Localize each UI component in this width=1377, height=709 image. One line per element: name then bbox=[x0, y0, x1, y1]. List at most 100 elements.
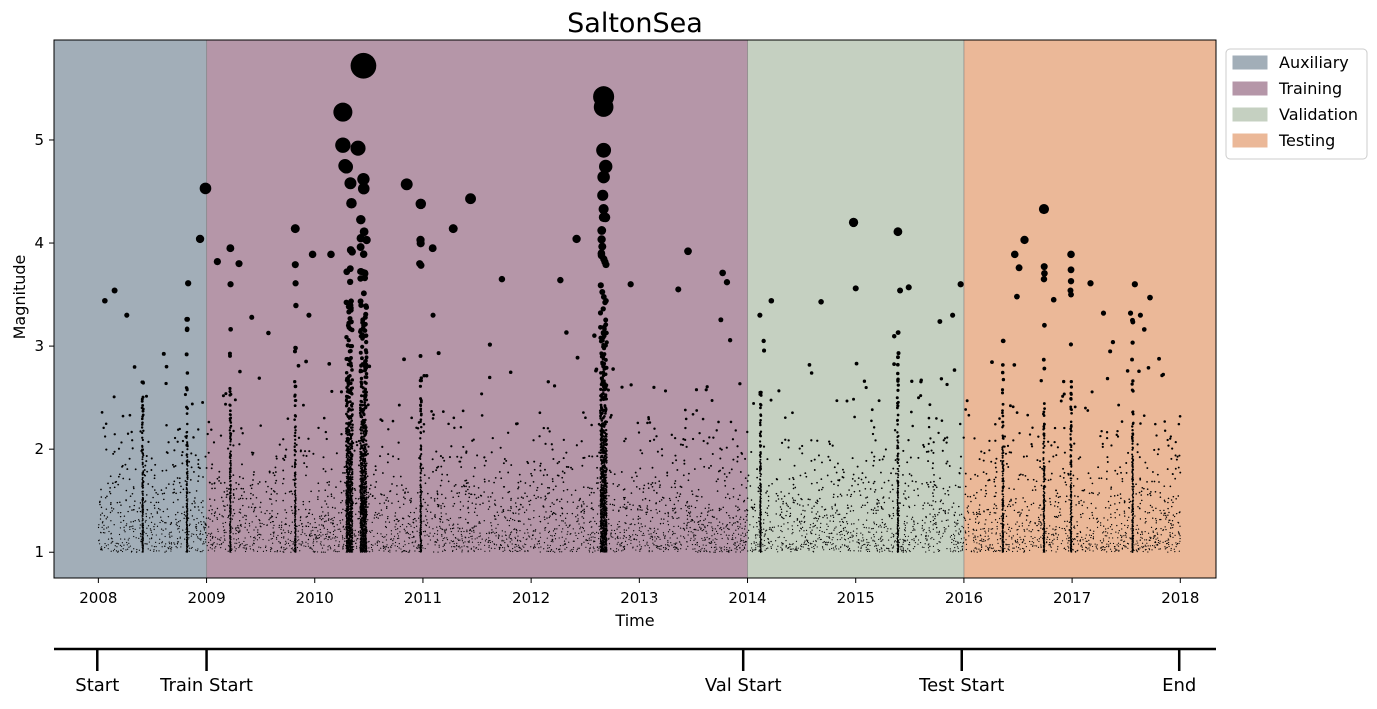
event-point bbox=[308, 539, 309, 540]
event-point bbox=[930, 538, 931, 539]
event-point bbox=[912, 517, 913, 518]
event-point bbox=[439, 526, 440, 527]
event-point bbox=[680, 528, 681, 529]
event-point bbox=[234, 398, 237, 401]
event-point bbox=[245, 544, 246, 545]
event-point bbox=[270, 522, 271, 523]
event-point bbox=[762, 544, 763, 545]
event-point bbox=[802, 505, 803, 506]
event-point bbox=[555, 533, 556, 534]
event-point bbox=[480, 392, 483, 395]
event-point bbox=[430, 410, 433, 413]
event-point bbox=[1136, 529, 1137, 530]
event-point bbox=[633, 530, 634, 531]
event-point bbox=[1127, 527, 1128, 528]
event-point bbox=[1062, 380, 1065, 383]
event-point bbox=[180, 520, 181, 521]
event-point bbox=[461, 546, 462, 547]
event-point bbox=[826, 529, 827, 530]
event-point bbox=[880, 525, 881, 526]
event-point bbox=[590, 540, 591, 541]
event-point bbox=[706, 545, 707, 546]
event-point bbox=[284, 532, 285, 533]
event-point bbox=[126, 468, 128, 470]
event-point bbox=[618, 526, 619, 527]
event-point bbox=[1110, 488, 1112, 490]
event-point bbox=[704, 548, 705, 549]
event-point bbox=[386, 506, 387, 507]
event-point bbox=[516, 551, 517, 552]
event-point bbox=[1081, 537, 1082, 538]
event-point bbox=[139, 550, 140, 551]
event-point bbox=[180, 538, 181, 539]
event-point bbox=[853, 474, 855, 476]
event-point bbox=[922, 525, 923, 526]
event-point bbox=[929, 546, 930, 547]
event-point bbox=[316, 527, 317, 528]
event-point bbox=[758, 550, 759, 551]
event-point bbox=[782, 543, 783, 544]
event-point bbox=[913, 521, 914, 522]
event-point bbox=[976, 512, 977, 513]
event-point bbox=[649, 547, 650, 548]
event-point bbox=[254, 537, 255, 538]
event-point bbox=[463, 505, 464, 506]
event-point bbox=[912, 526, 913, 527]
event-point bbox=[120, 504, 122, 506]
event-point bbox=[745, 522, 746, 523]
event-point bbox=[493, 482, 495, 484]
event-point bbox=[824, 541, 825, 542]
event-point bbox=[1078, 543, 1079, 544]
event-point bbox=[471, 549, 472, 550]
event-point bbox=[555, 514, 556, 515]
event-point bbox=[318, 490, 320, 492]
event-point bbox=[737, 521, 738, 522]
event-point bbox=[451, 540, 452, 541]
event-point bbox=[594, 550, 595, 551]
event-point bbox=[884, 527, 885, 528]
event-point bbox=[165, 365, 169, 369]
event-point bbox=[963, 527, 964, 528]
event-point bbox=[999, 518, 1000, 519]
event-point bbox=[982, 528, 983, 529]
event-point bbox=[667, 545, 668, 546]
event-point bbox=[943, 510, 944, 511]
event-point bbox=[593, 548, 594, 549]
event-point bbox=[576, 508, 577, 509]
event-point bbox=[474, 467, 476, 469]
event-point bbox=[583, 518, 584, 519]
event-point bbox=[956, 544, 957, 545]
event-point bbox=[129, 538, 130, 539]
event-point bbox=[690, 527, 691, 528]
event-point bbox=[781, 531, 782, 532]
event-point bbox=[437, 351, 441, 355]
event-point bbox=[843, 517, 844, 518]
event-point bbox=[973, 437, 975, 439]
event-point bbox=[738, 534, 739, 535]
event-point bbox=[1040, 525, 1041, 526]
event-point bbox=[102, 513, 103, 514]
event-point bbox=[977, 475, 979, 477]
event-point bbox=[530, 500, 532, 502]
event-point bbox=[1111, 340, 1115, 344]
event-point bbox=[1164, 430, 1166, 432]
event-point bbox=[121, 466, 123, 468]
event-point bbox=[952, 551, 953, 552]
event-point bbox=[325, 431, 327, 433]
event-point bbox=[1025, 475, 1027, 477]
event-point bbox=[489, 533, 490, 534]
event-point bbox=[315, 534, 316, 535]
event-point bbox=[744, 547, 745, 548]
event-point bbox=[1029, 530, 1030, 531]
event-point bbox=[803, 517, 804, 518]
event-point bbox=[1175, 542, 1176, 543]
event-point bbox=[405, 488, 407, 490]
event-point bbox=[932, 452, 934, 454]
event-point bbox=[887, 528, 888, 529]
event-point bbox=[954, 535, 955, 536]
event-point bbox=[911, 475, 913, 477]
event-point bbox=[466, 529, 467, 530]
event-point bbox=[908, 485, 910, 487]
event-point bbox=[997, 539, 998, 540]
event-point bbox=[260, 526, 261, 527]
